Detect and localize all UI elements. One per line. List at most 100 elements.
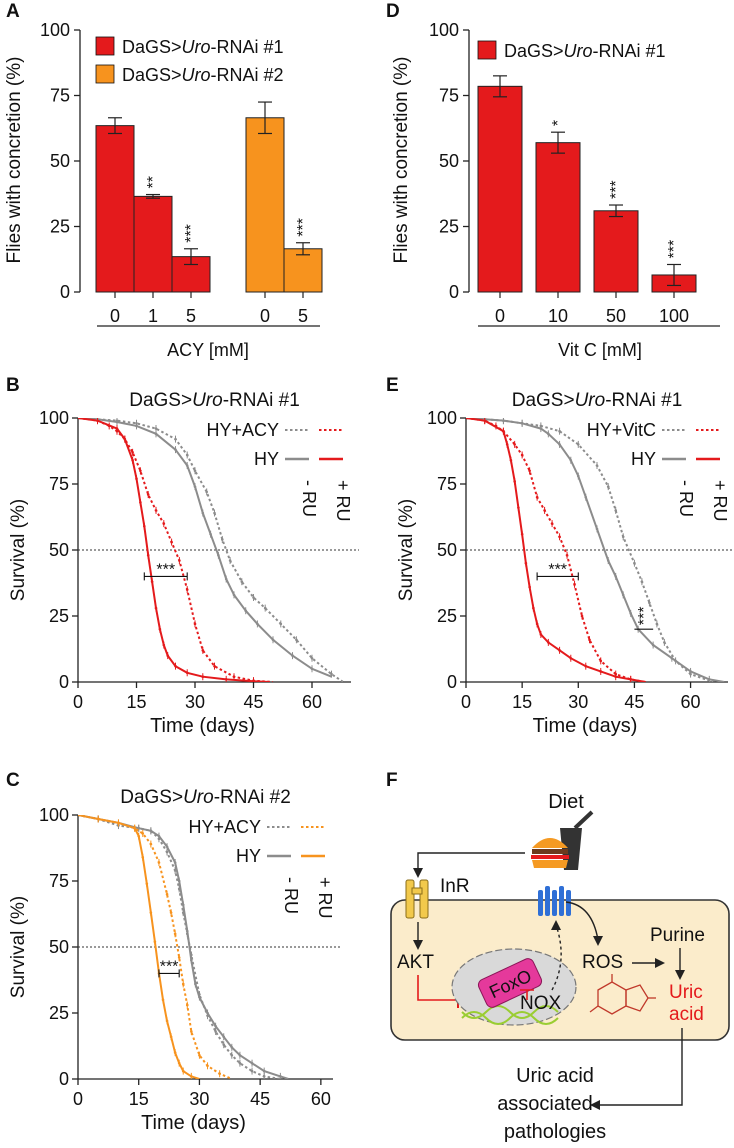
panel-e-title: DaGS>Uro-RNAi #1 bbox=[512, 390, 683, 411]
panel-b-legend-hy: HY bbox=[254, 449, 279, 469]
panel-a-y-tick-label: 0 bbox=[60, 282, 70, 302]
panel-c-y-tick-label: 50 bbox=[49, 937, 69, 957]
panel-c-series-point bbox=[222, 1035, 226, 1039]
panel-c-series-point bbox=[181, 982, 185, 986]
panel-c-series-point bbox=[181, 1069, 185, 1073]
panel-c-series-point bbox=[165, 850, 169, 854]
legend-d-swatch bbox=[477, 40, 497, 60]
panel-c-series-point bbox=[169, 1035, 173, 1039]
panel-b-title: DaGS>Uro-RNAi #1 bbox=[129, 390, 300, 411]
legend-a-swatch-2 bbox=[95, 64, 115, 84]
panel-c-series-point bbox=[190, 1030, 193, 1033]
panel-a-significance: ** bbox=[145, 176, 162, 188]
panel-b-series-point bbox=[256, 622, 259, 626]
inr-label: InR bbox=[440, 876, 470, 897]
panel-b-series-point bbox=[139, 501, 142, 504]
panel-b-series-point bbox=[209, 532, 212, 536]
panel-c-series-point bbox=[173, 861, 177, 864]
panel-e-x-tick-label: 60 bbox=[681, 692, 701, 712]
panel-c-series-point bbox=[173, 1051, 177, 1054]
panel-c-legend-hy: HY bbox=[236, 846, 261, 866]
panel-e-series-point bbox=[580, 614, 584, 618]
panel-c-legend-minus-ru: - RU bbox=[281, 877, 301, 914]
uric-label-2: acid bbox=[669, 1004, 704, 1025]
panel-c-x-tick-label: 30 bbox=[189, 1089, 209, 1109]
panel-label-b: B bbox=[6, 375, 20, 396]
panel-e-y-tick-label: 25 bbox=[437, 606, 457, 626]
panel-c-series-point bbox=[173, 932, 177, 936]
panel-c-x-tick-label: 45 bbox=[250, 1089, 270, 1109]
panel-c-y-tick-label: 100 bbox=[39, 805, 69, 825]
panel-e-series-point bbox=[599, 659, 603, 663]
panel-b-series-point bbox=[228, 559, 232, 562]
panel-c-series-point bbox=[141, 832, 145, 835]
panel-a-x-tick-label: 0 bbox=[260, 306, 270, 326]
panel-c-series-point bbox=[157, 861, 161, 864]
panel-b-series-point bbox=[135, 477, 138, 481]
panel-c-series-point bbox=[177, 887, 181, 891]
panel-b-series-point bbox=[310, 667, 314, 671]
panel-b-series-point bbox=[115, 429, 119, 433]
inr-receptor-icon bbox=[405, 879, 429, 919]
pathology-label-1: Uric acid bbox=[516, 1065, 594, 1087]
pathology-label-3: pathologies bbox=[504, 1121, 606, 1143]
panel-b-series-point bbox=[115, 419, 119, 422]
panel-e-legend-treatment: HY+VitC bbox=[587, 420, 656, 440]
uric-acid-molecule-icon bbox=[589, 974, 656, 1015]
panel-a-bar bbox=[95, 125, 135, 293]
panel-e-series-point bbox=[535, 622, 539, 626]
panel-d-x-tick-label: 0 bbox=[495, 306, 505, 326]
panel-b-x-tick-label: 15 bbox=[126, 692, 146, 712]
panel-b-series-point bbox=[193, 469, 197, 473]
panel-c-series-point bbox=[96, 817, 100, 821]
panel-a-y-tick-label: 100 bbox=[40, 20, 70, 40]
legend-d-label: DaGS>Uro-RNAi #1 bbox=[504, 41, 666, 61]
panel-b-y-label: Survival (%) bbox=[8, 499, 29, 601]
ros-label: ROS bbox=[582, 952, 623, 973]
panel-c-series-point bbox=[165, 1019, 169, 1023]
panel-c-series-point bbox=[165, 892, 169, 896]
panel-e-y-tick-label: 75 bbox=[437, 474, 457, 494]
panel-c-series-point bbox=[161, 998, 165, 1002]
panel-c-series-point bbox=[262, 1069, 266, 1073]
panel-c-y-tick-label: 75 bbox=[49, 871, 69, 891]
panel-b-series-point bbox=[201, 649, 205, 652]
purine-label: Purine bbox=[650, 925, 705, 946]
panel-b-legend-plus-ru: + RU bbox=[333, 480, 353, 522]
panel-e-series-point bbox=[584, 664, 588, 668]
panel-e-series-point bbox=[614, 575, 618, 578]
panel-c-x-tick-label: 0 bbox=[73, 1089, 83, 1109]
panel-e-series-point bbox=[569, 458, 573, 462]
panel-e-series-point bbox=[573, 583, 576, 586]
panel-a-bar bbox=[133, 195, 173, 293]
panel-b-series-point bbox=[150, 580, 154, 583]
panel-c-y-label: Survival (%) bbox=[8, 896, 29, 998]
panel-label-c: C bbox=[6, 770, 20, 791]
panel-e-series-point bbox=[558, 429, 561, 433]
panel-d-y-tick-label: 0 bbox=[449, 282, 459, 302]
panel-c-legend-plus-ru: + RU bbox=[315, 877, 335, 919]
diet-arrow bbox=[417, 852, 525, 873]
panel-a-x-tick-label: 5 bbox=[186, 306, 196, 326]
panel-c-survival-chart: DaGS>Uro-RNAi #2 0 25 50 75 100 0 15 30 45 60 Time … bbox=[8, 787, 341, 1134]
panel-e-series-point bbox=[528, 585, 531, 589]
panel-a-bar bbox=[245, 117, 285, 293]
panel-b-survival-chart: DaGS>Uro-RNAi #1 0 25 50 75 100 0 15 30 45 60 Time … bbox=[8, 390, 359, 737]
panel-e-series-point bbox=[565, 553, 569, 557]
panel-c-series-point bbox=[190, 1075, 193, 1078]
panel-e-series-point bbox=[539, 424, 543, 428]
panel-b-series-point bbox=[252, 596, 255, 599]
panel-b-series-point bbox=[162, 522, 166, 525]
panel-c-y-tick-label: 25 bbox=[49, 1003, 69, 1023]
panel-b-series-point bbox=[154, 606, 158, 610]
panel-e-series-point bbox=[547, 641, 550, 644]
panel-c-series-point bbox=[149, 842, 153, 846]
panel-e-series-point bbox=[505, 443, 509, 446]
panel-e-series-point bbox=[502, 419, 505, 422]
panel-d-significance: *** bbox=[666, 240, 683, 259]
panel-label-d: D bbox=[386, 1, 400, 22]
panel-c-series-point bbox=[173, 869, 177, 872]
panel-b-y-tick-label: 0 bbox=[59, 672, 69, 692]
panel-b-series-point bbox=[217, 553, 220, 557]
